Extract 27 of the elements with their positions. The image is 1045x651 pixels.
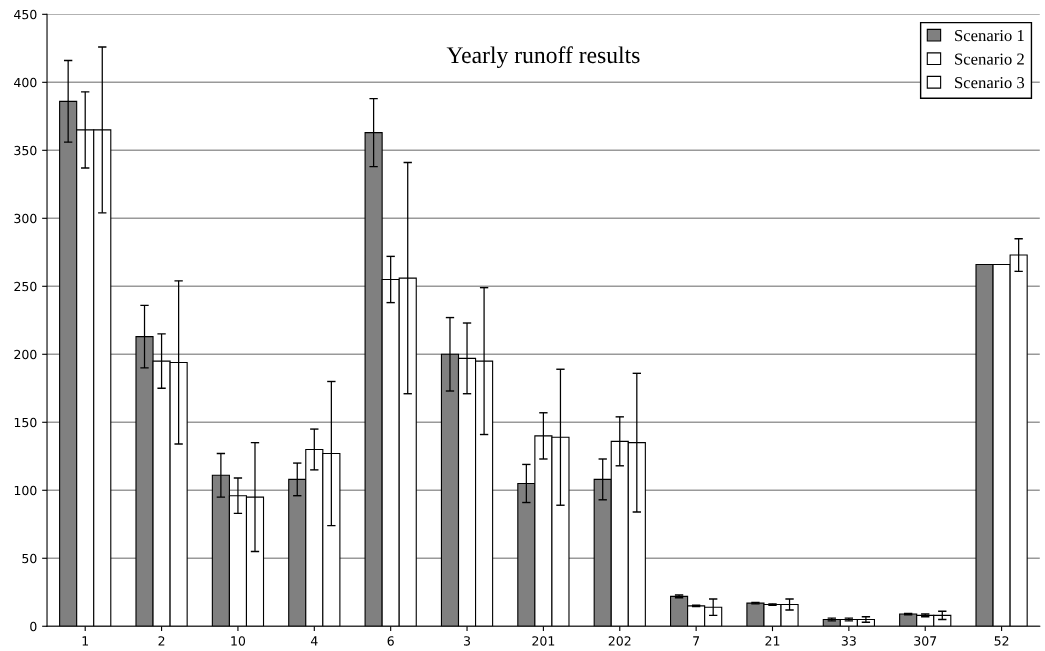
x-tick-label: 2	[158, 636, 165, 646]
y-tick-label: 50	[22, 553, 37, 564]
x-tick-label: 52	[994, 636, 1009, 646]
y-tick-label: 150	[14, 417, 37, 428]
x-tick-label: 201	[532, 636, 555, 646]
y-tick-label: 100	[14, 485, 37, 496]
x-tick-label: 33	[841, 636, 856, 646]
legend-label: Scenario 3	[955, 77, 1025, 89]
y-tick-label: 250	[14, 281, 37, 292]
y-tick-label: 200	[14, 349, 37, 360]
x-tick-label: 202	[608, 636, 631, 646]
y-tick-label: 400	[14, 77, 37, 88]
y-tick-label: 300	[14, 213, 37, 224]
x-tick-label: 1	[82, 636, 89, 646]
text: Yearly runoff results	[446, 46, 640, 69]
x-tick-label: 7	[693, 636, 700, 646]
y-tick-label: 0	[30, 621, 37, 632]
x-tick-label: 4	[310, 636, 318, 646]
y-tick-label: 350	[14, 145, 37, 156]
x-tick-label: 21	[765, 636, 780, 646]
x-tick-label: 3	[464, 636, 471, 646]
x-tick-label: 307	[914, 636, 937, 646]
x-tick-label: 6	[387, 636, 394, 646]
legend-label: Scenario 1	[955, 29, 1024, 42]
y-tick-label: 450	[14, 9, 37, 20]
x-tick-label: 10	[231, 636, 246, 646]
legend-label: Scenario 2	[955, 53, 1024, 65]
